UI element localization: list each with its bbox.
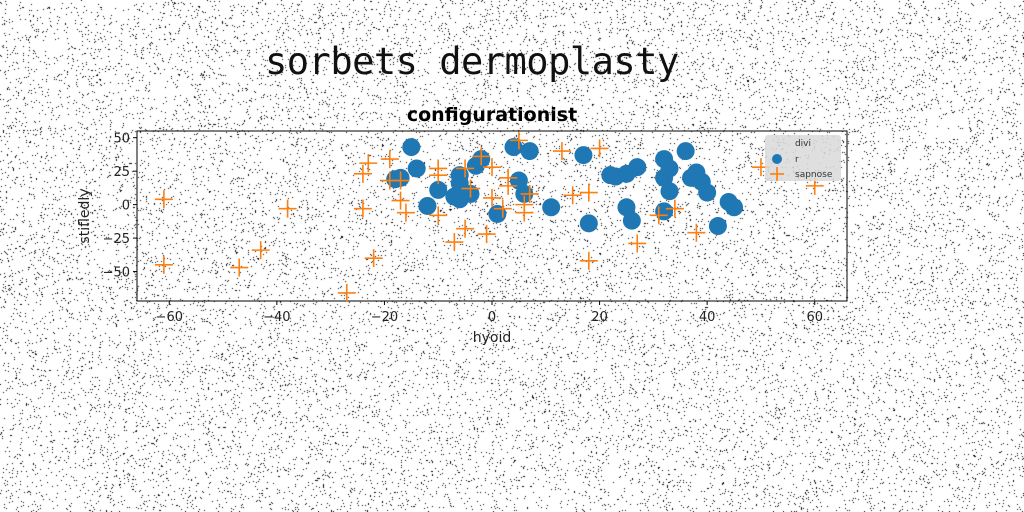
scatter-point-sapnose-29 — [509, 131, 528, 150]
scatter-point-r-5 — [418, 196, 437, 215]
scatter-point-sapnose-5 — [337, 283, 356, 302]
scatter-point-r-37 — [708, 217, 727, 236]
scatter-point-sapnose-16 — [429, 159, 448, 178]
legend-marker-plus — [770, 167, 784, 181]
y-tick-label: 0 — [122, 199, 130, 214]
scatter-point-sapnose-39 — [649, 206, 668, 225]
axes-title: configurationist — [407, 104, 577, 126]
scatter-point-sapnose-19 — [456, 219, 475, 238]
scatter-point-sapnose-41 — [687, 223, 706, 242]
scatter-point-sapnose-8 — [359, 154, 378, 173]
y-tick-label: −25 — [103, 232, 130, 247]
x-tick-label: 40 — [699, 310, 716, 325]
scatter-point-sapnose-4 — [278, 199, 297, 218]
scatter-point-sapnose-10 — [380, 150, 399, 169]
scatter-point-r-0 — [402, 138, 421, 157]
scatter-point-sapnose-0 — [154, 190, 173, 209]
scatter-point-sapnose-14 — [396, 203, 415, 222]
scatter-point-r-36 — [698, 183, 717, 202]
scatter-point-r-20 — [579, 214, 598, 233]
scatter-point-sapnose-35 — [579, 183, 598, 202]
scatter-point-sapnose-34 — [563, 186, 582, 205]
x-tick-label: 20 — [591, 310, 608, 325]
x-tick-label: 0 — [488, 310, 496, 325]
scatter-point-sapnose-25 — [483, 188, 501, 207]
scatter-point-sapnose-2 — [230, 258, 249, 277]
scatter-point-sapnose-12 — [391, 171, 410, 190]
x-tick-label: 60 — [806, 310, 823, 325]
scatter-point-sapnose-40 — [665, 199, 684, 218]
x-tick-label: −60 — [156, 310, 183, 325]
scatter-point-r-3 — [386, 170, 405, 189]
y-axis-label: stifledly — [77, 188, 93, 243]
scatter-point-sapnose-3 — [251, 241, 270, 260]
scatter-point-r-30 — [660, 182, 679, 201]
scatter-point-sapnose-24 — [483, 158, 501, 177]
legend-marker-circle — [772, 154, 782, 164]
data-marks — [154, 131, 824, 302]
scatter-point-sapnose-9 — [364, 249, 383, 268]
scatter-point-sapnose-36 — [579, 251, 598, 270]
x-tick-label: −40 — [263, 310, 290, 325]
legend-box — [765, 135, 841, 181]
legend-entry-sapnose: sapnose — [795, 170, 833, 180]
scatter-point-sapnose-6 — [353, 164, 372, 183]
y-axis-ticks: 50 25 0 −25 −50 — [103, 132, 137, 281]
scatter-point-sapnose-18 — [445, 233, 464, 252]
scatter-point-sapnose-32 — [520, 184, 539, 203]
scatter-point-sapnose-20 — [461, 179, 480, 198]
scatter-point-r-14 — [520, 142, 539, 161]
scatter-point-sapnose-37 — [590, 139, 609, 158]
scatter-point-sapnose-7 — [353, 199, 372, 218]
scatter-point-sapnose-22 — [472, 147, 491, 166]
scatter-point-r-17 — [488, 204, 507, 223]
y-tick-label: 50 — [113, 132, 130, 147]
scatter-point-sapnose-26 — [493, 199, 512, 218]
scatter-point-r-31 — [655, 202, 674, 221]
scatter-point-sapnose-21 — [456, 159, 475, 178]
x-axis-label: hyoid — [473, 330, 512, 346]
scatter-point-r-26 — [628, 158, 647, 177]
scatter-point-sapnose-28 — [499, 176, 518, 195]
scatter-point-r-25 — [622, 211, 641, 230]
scatter-point-r-13 — [504, 138, 523, 157]
scatter-point-r-39 — [725, 198, 744, 217]
scatter-point-r-4 — [429, 180, 448, 199]
scatter-point-sapnose-1 — [154, 255, 173, 274]
figure-suptitle: sorbets dermoplasty — [265, 40, 679, 83]
legend-entry-r: r — [795, 155, 799, 165]
scatter-point-r-32 — [676, 142, 695, 161]
scatter-point-r-18 — [542, 198, 561, 217]
y-tick-label: 25 — [113, 165, 130, 180]
scatter-point-sapnose-38 — [628, 234, 647, 253]
legend-title: divi — [795, 139, 811, 149]
scatter-point-r-1 — [407, 159, 426, 178]
x-axis-ticks: −60 −40 −20 0 20 40 60 — [156, 301, 823, 325]
scatter-point-r-9 — [445, 187, 464, 206]
scatter-point-sapnose-23 — [477, 225, 496, 244]
scatter-point-sapnose-17 — [429, 206, 448, 225]
scatter-point-sapnose-33 — [552, 142, 571, 161]
x-tick-label: −20 — [371, 310, 398, 325]
scatter-point-sapnose-13 — [391, 191, 410, 210]
scatter-point-r-19 — [574, 146, 593, 165]
scatter-point-sapnose-31 — [515, 203, 534, 222]
y-tick-label: −50 — [103, 266, 130, 281]
legend: divi r sapnose — [765, 135, 841, 181]
